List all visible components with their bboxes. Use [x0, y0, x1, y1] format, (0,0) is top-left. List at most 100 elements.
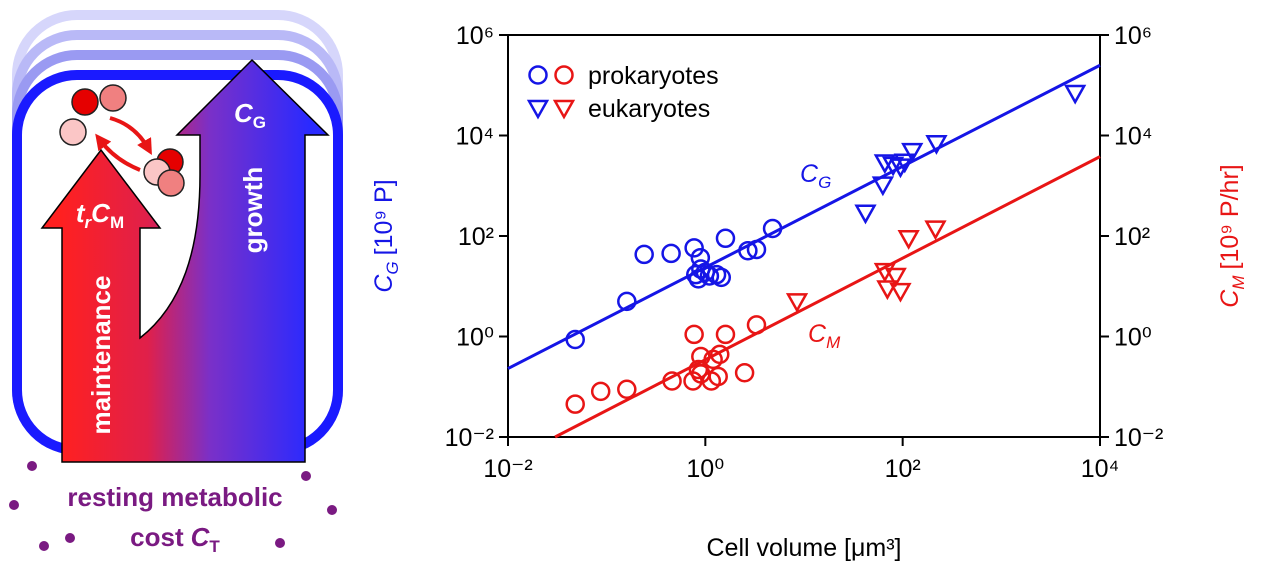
- label-sub: G: [818, 173, 831, 192]
- point: [924, 220, 947, 241]
- diagram: maintenance growth trCM CG resting metab…: [9, 10, 343, 556]
- y2-tick-label: 10⁻²: [1114, 424, 1163, 452]
- fit-line: [507, 63, 1101, 370]
- symbol-sub: r: [85, 213, 93, 232]
- point: [710, 344, 730, 365]
- caption-part: cost: [130, 522, 184, 552]
- point: [662, 371, 682, 391]
- caption: cost CT: [130, 522, 220, 556]
- growth-symbol: CG: [234, 98, 266, 132]
- point: [1064, 84, 1087, 105]
- point: [854, 204, 877, 225]
- label-part: [10⁹ P]: [370, 179, 398, 255]
- molecule: [71, 88, 99, 116]
- y-tick-label: 10⁶: [456, 22, 494, 50]
- legend-marker: [526, 99, 550, 120]
- dot: [27, 461, 37, 471]
- y-tick-label: 10²: [458, 223, 494, 251]
- point: [617, 379, 637, 400]
- point: [897, 230, 920, 250]
- point: [617, 291, 637, 312]
- y-axis-label: CG [10⁹ P]: [370, 179, 402, 292]
- point: [762, 218, 783, 239]
- label-sub: M: [1229, 275, 1248, 290]
- y2-axis-label: CM [10⁹ P/hr]: [1216, 164, 1248, 307]
- symbol-part: C: [234, 98, 254, 128]
- point: [688, 269, 709, 289]
- point: [684, 324, 704, 345]
- point: [925, 135, 948, 155]
- point: [893, 153, 916, 174]
- legend-label: prokaryotes: [588, 62, 719, 90]
- label-part: C: [800, 160, 819, 188]
- point: [708, 366, 728, 387]
- point: [684, 238, 704, 258]
- symbol-part: t: [76, 198, 86, 228]
- maintenance-label: maintenance: [86, 276, 116, 435]
- y-tick-label: 10⁴: [455, 123, 494, 151]
- point: [884, 267, 907, 288]
- dot: [327, 505, 337, 515]
- y2-tick-label: 10⁰: [1114, 324, 1152, 352]
- point: [734, 362, 755, 383]
- point: [873, 154, 896, 175]
- point: [901, 142, 924, 163]
- point: [738, 240, 758, 261]
- symbol-sub: M: [110, 213, 124, 232]
- y2-tick-label: 10⁴: [1114, 123, 1153, 151]
- x-tick-label: 10²: [885, 455, 921, 483]
- point: [746, 315, 767, 335]
- fit-label: CM: [808, 320, 841, 352]
- y2-tick-label: 10²: [1114, 223, 1150, 251]
- molecules: [59, 84, 185, 197]
- dot: [275, 538, 285, 548]
- molecule: [59, 118, 87, 146]
- point: [785, 293, 809, 313]
- maintenance-symbol: trCM: [76, 198, 124, 232]
- point: [871, 176, 895, 197]
- point: [715, 228, 736, 249]
- legend-marker: [528, 65, 548, 85]
- point: [634, 244, 654, 265]
- point: [590, 381, 611, 402]
- symbol-part: C: [91, 198, 111, 228]
- caption: resting metabolic: [67, 482, 282, 512]
- label-part: [10⁹ P/hr]: [1216, 164, 1244, 269]
- x-tick-label: 10⁴: [1081, 455, 1120, 483]
- label-sub: G: [383, 261, 402, 274]
- point: [889, 282, 912, 303]
- point: [889, 158, 912, 179]
- point: [746, 239, 767, 260]
- caption-sub: T: [209, 537, 220, 556]
- growth-label: growth: [238, 167, 268, 254]
- legend-marker: [552, 99, 576, 120]
- caption-part: C: [191, 522, 211, 552]
- legend-marker: [554, 65, 574, 85]
- dot: [301, 471, 311, 481]
- flux-arrows: [40, 58, 330, 463]
- label-part: C: [1216, 289, 1244, 308]
- x-tick-label: 10⁰: [686, 455, 724, 483]
- point: [688, 359, 709, 380]
- fit-label: CG: [800, 160, 831, 192]
- y-tick-label: 10⁰: [456, 324, 494, 352]
- exchange-arrow: [109, 116, 152, 155]
- fit-line: [554, 155, 1101, 439]
- molecule: [99, 84, 127, 112]
- point: [565, 329, 585, 350]
- dot: [65, 533, 75, 543]
- point: [691, 346, 711, 367]
- point: [565, 394, 585, 414]
- dot: [9, 500, 19, 510]
- point: [699, 266, 720, 286]
- label-part: C: [808, 320, 827, 348]
- y2-tick-label: 10⁶: [1114, 22, 1152, 50]
- label-sub: M: [826, 333, 841, 352]
- point: [715, 324, 736, 345]
- label-part: C: [370, 274, 398, 293]
- point: [881, 156, 905, 177]
- x-tick-label: 10⁻²: [483, 455, 532, 483]
- point: [661, 243, 681, 264]
- x-axis-label: Cell volume [μm³]: [707, 534, 902, 562]
